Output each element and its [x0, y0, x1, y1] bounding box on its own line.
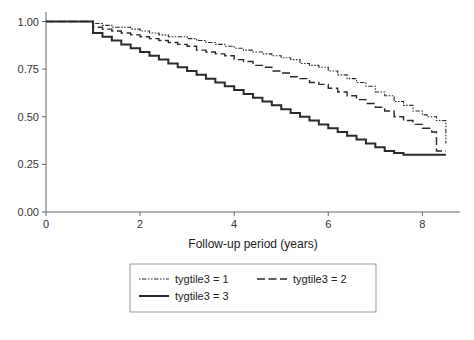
x-tick-label: 6 — [325, 218, 331, 230]
y-tick-label: 0.00 — [18, 206, 39, 218]
legend-swatch — [139, 278, 169, 279]
legend-label: tygtile3 = 1 — [175, 273, 229, 285]
plot-area — [46, 22, 446, 155]
x-tick-label: 0 — [43, 218, 49, 230]
x-tick — [422, 212, 423, 216]
y-tick — [42, 69, 46, 70]
series-line — [46, 22, 446, 155]
chart: 0 2 4 6 8 0.00 0.25 0.50 0.75 1.00 Follow-up perio… — [0, 0, 474, 340]
legend-label: tygtile3 = 2 — [293, 273, 347, 285]
y-tick — [42, 212, 46, 213]
x-tick — [328, 212, 329, 216]
legend-box — [130, 264, 376, 312]
series-line — [46, 22, 446, 144]
x-tick — [46, 212, 47, 216]
y-tick — [42, 21, 46, 22]
y-tick-label: 0.75 — [18, 63, 39, 75]
y-axis-line — [46, 12, 47, 212]
y-tick — [42, 164, 46, 165]
x-tick-label: 2 — [137, 218, 143, 230]
y-tick-label: 0.25 — [18, 158, 39, 170]
y-tick — [42, 116, 46, 117]
series-line — [46, 22, 446, 152]
x-tick — [140, 212, 141, 216]
legend-label: tygtile3 = 3 — [175, 290, 229, 302]
legend-swatch — [139, 295, 169, 297]
x-tick-label: 4 — [231, 218, 237, 230]
x-axis-label: Follow-up period (years) — [188, 237, 317, 251]
x-tick-label: 8 — [419, 218, 425, 230]
x-axis-line — [46, 212, 460, 213]
legend: tygtile3 = 1 tygtile3 = 2 tygtile3 = 3 — [130, 264, 376, 312]
x-tick — [234, 212, 235, 216]
y-tick-label: 1.00 — [18, 16, 39, 28]
legend-swatch — [257, 278, 287, 279]
y-tick-label: 0.50 — [18, 111, 39, 123]
